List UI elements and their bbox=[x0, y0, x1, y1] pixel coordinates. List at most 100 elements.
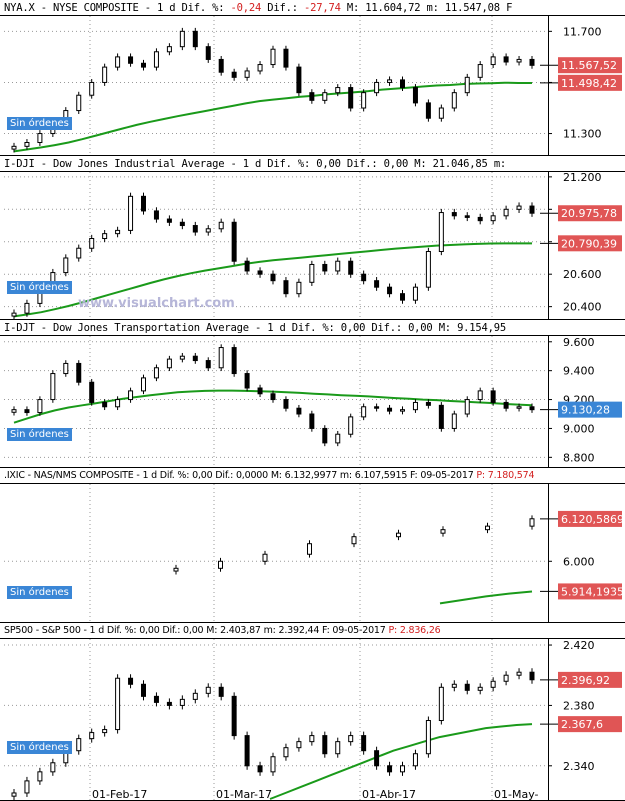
candle bbox=[153, 364, 159, 382]
candle bbox=[153, 207, 159, 223]
candle-body bbox=[348, 260, 354, 275]
candle-body bbox=[438, 212, 444, 252]
price-tag-box bbox=[558, 205, 622, 222]
candle bbox=[309, 410, 315, 432]
candle-body bbox=[412, 286, 418, 301]
candle-body bbox=[412, 401, 418, 411]
candle-body bbox=[115, 399, 121, 408]
candle-body bbox=[438, 404, 444, 429]
candle bbox=[115, 226, 121, 238]
y-tick-label: 9.000 bbox=[563, 422, 595, 435]
price-tag: 11.498,42 bbox=[540, 74, 622, 91]
candle bbox=[309, 260, 315, 286]
x-date-label: 01-Mar-17 bbox=[216, 788, 272, 801]
candle-body bbox=[270, 48, 276, 66]
candle bbox=[173, 564, 179, 575]
candle bbox=[179, 218, 185, 230]
orders-badge[interactable]: Sin órdenes bbox=[7, 741, 72, 754]
candle bbox=[115, 53, 121, 71]
candle-body bbox=[503, 401, 509, 409]
candle bbox=[438, 402, 444, 432]
orders-badge[interactable]: Sin órdenes bbox=[7, 117, 72, 130]
moving-average-line bbox=[13, 81, 532, 153]
candle bbox=[490, 677, 496, 692]
candle-body bbox=[309, 92, 315, 101]
price-tag-box bbox=[558, 716, 622, 733]
candle-body bbox=[141, 195, 146, 212]
price-tag-label: 20.790,39 bbox=[561, 237, 617, 250]
price-tag: 5.914,1935 bbox=[540, 583, 624, 600]
orders-badge[interactable]: Sin órdenes bbox=[7, 281, 72, 294]
candle bbox=[412, 399, 418, 413]
y-tick-label: 2.340 bbox=[563, 760, 595, 773]
price-tag: 2.367,6 bbox=[540, 716, 622, 733]
candle-body bbox=[387, 79, 393, 83]
candle-body bbox=[89, 81, 95, 96]
candle bbox=[348, 257, 354, 278]
candle-body bbox=[179, 355, 185, 360]
candle bbox=[361, 270, 367, 285]
candle bbox=[490, 53, 496, 69]
candle bbox=[141, 192, 146, 215]
candle bbox=[412, 749, 418, 770]
candle-body bbox=[529, 58, 535, 66]
candle-body bbox=[141, 62, 146, 68]
orders-badge[interactable]: Sin órdenes bbox=[7, 586, 72, 599]
candle bbox=[76, 91, 82, 115]
candle-body bbox=[529, 406, 535, 411]
candle bbox=[400, 290, 405, 304]
candle-body bbox=[89, 381, 95, 403]
moving-average-line bbox=[13, 242, 532, 318]
candle-body bbox=[361, 406, 367, 418]
candle bbox=[387, 76, 393, 86]
candle bbox=[179, 27, 185, 51]
candle-body bbox=[37, 133, 43, 144]
candle bbox=[11, 788, 17, 801]
candle-body bbox=[128, 56, 134, 64]
candle-body bbox=[192, 355, 198, 362]
candle bbox=[115, 674, 121, 734]
candle-body bbox=[24, 780, 30, 794]
candle-body bbox=[231, 347, 237, 375]
candle bbox=[244, 257, 250, 275]
candle bbox=[348, 84, 354, 112]
candle-body bbox=[296, 741, 302, 749]
candle bbox=[374, 78, 380, 97]
price-tag-box bbox=[558, 235, 622, 252]
candle-body bbox=[396, 532, 401, 538]
candle-body bbox=[477, 216, 483, 222]
candle-body bbox=[270, 273, 276, 282]
candle bbox=[141, 59, 146, 71]
candle bbox=[89, 728, 95, 743]
candle bbox=[24, 406, 30, 416]
candle bbox=[231, 218, 237, 265]
candle-body bbox=[11, 792, 17, 797]
candle-body bbox=[179, 221, 185, 227]
candle bbox=[11, 309, 17, 320]
orders-badge[interactable]: Sin órdenes bbox=[7, 428, 72, 441]
candle bbox=[335, 430, 341, 447]
candle-body bbox=[425, 401, 431, 406]
candle bbox=[205, 683, 211, 698]
candle bbox=[218, 218, 224, 233]
x-date-label: 01-May- bbox=[494, 788, 539, 801]
moving-average-line bbox=[269, 723, 533, 800]
candle bbox=[11, 142, 17, 153]
price-tag-box bbox=[558, 510, 622, 527]
candle bbox=[296, 737, 302, 752]
candle bbox=[322, 260, 328, 275]
candle bbox=[102, 725, 108, 737]
candle-body bbox=[425, 250, 431, 288]
candle-body bbox=[11, 409, 17, 413]
candle bbox=[244, 370, 250, 392]
candle bbox=[335, 257, 341, 275]
price-tag-label: 9.130,28 bbox=[561, 404, 610, 417]
candle bbox=[516, 55, 522, 66]
price-tag-label: 2.396,92 bbox=[561, 674, 610, 687]
candle bbox=[63, 254, 69, 277]
candle bbox=[283, 396, 289, 412]
candle-body bbox=[166, 46, 172, 53]
candle-body bbox=[257, 387, 263, 395]
candle bbox=[63, 360, 69, 377]
candle-body bbox=[490, 390, 496, 403]
